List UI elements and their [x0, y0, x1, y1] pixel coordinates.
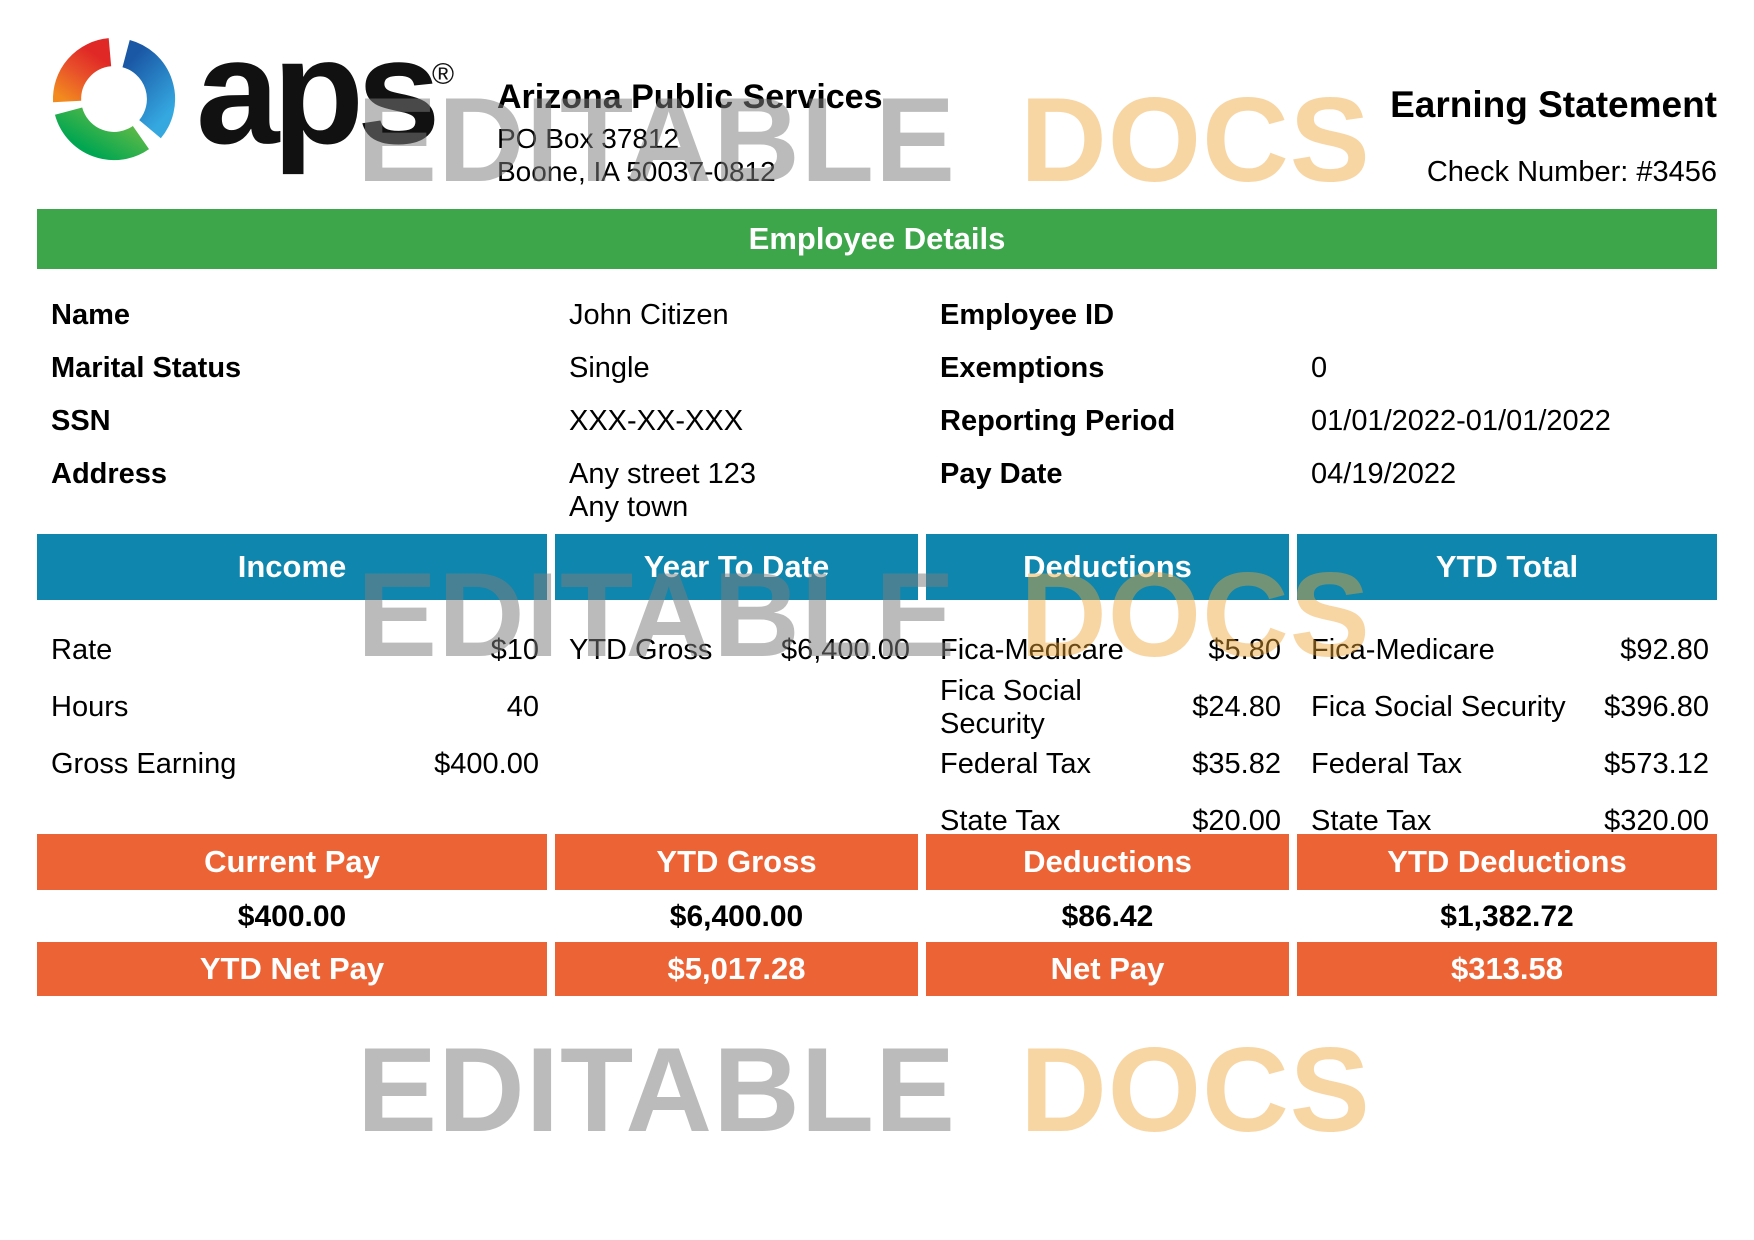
- table-row: State Tax $320.00: [1297, 793, 1717, 850]
- watermark-gray-text: EDITABLE: [357, 1023, 957, 1157]
- column-header-income: Income: [37, 534, 547, 600]
- company-name: Arizona Public Services: [497, 78, 883, 116]
- statement-block: Earning Statement Check Number: #3456: [1390, 84, 1717, 189]
- net-pay-value-ytd: $5,017.28: [555, 942, 918, 996]
- column-header-deductions: Deductions: [926, 534, 1289, 600]
- field-value-address: Any street 123 Any town: [555, 458, 918, 523]
- field-value-name: John Citizen: [569, 299, 729, 331]
- company-address-line2: Boone, IA 50037-0812: [497, 156, 776, 188]
- deductions-column: Fica-Medicare $5.80 Fica Social Security…: [926, 622, 1289, 850]
- summary-value-deductions: $86.42: [1061, 900, 1154, 933]
- table-row: Federal Tax $573.12: [1297, 736, 1717, 793]
- watermark-orange-text: DOCS: [1020, 1023, 1371, 1157]
- summary-value-ytd-gross: $6,400.00: [669, 900, 804, 933]
- earnings-data-grid: Rate $10 Hours 40 Gross Earning $400.00 …: [37, 622, 1717, 850]
- field-value-reporting-period: 01/01/2022-01/01/2022: [1311, 405, 1611, 437]
- row-label: Fica Social Security: [940, 674, 1082, 740]
- row-value: $400.00: [434, 748, 539, 780]
- row-value: $320.00: [1604, 805, 1709, 837]
- year-to-date-column: YTD Gross $6,400.00: [555, 622, 918, 850]
- field-label-marital-status: Marital Status: [51, 352, 242, 384]
- net-pay-value: $313.58: [1297, 942, 1717, 996]
- employee-details-section-bar: Employee Details: [37, 209, 1717, 269]
- net-pay-label-ytd-net-pay: YTD Net Pay: [37, 942, 547, 996]
- summary-header-deductions: Deductions: [926, 834, 1289, 890]
- row-label: Fica-Medicare: [1311, 634, 1495, 666]
- row-label: Hours: [51, 691, 129, 723]
- table-row: Gross Earning $400.00: [37, 736, 547, 793]
- ytd-total-column: Fica-Medicare $92.80 Fica Social Securit…: [1297, 622, 1717, 850]
- table-row: Fica Social Security $396.80: [1297, 679, 1717, 736]
- field-value-exemptions: 0: [1311, 352, 1328, 384]
- table-row: Fica-Medicare $92.80: [1297, 622, 1717, 679]
- field-value-ssn: XXX-XX-XXX: [569, 405, 744, 437]
- company-address-line1: PO Box 37812: [497, 123, 680, 154]
- address-line1: Any street 123: [569, 458, 756, 490]
- summary-values-row: $400.00 $6,400.00 $86.42 $1,382.72: [37, 896, 1717, 938]
- net-pay-label-net-pay: Net Pay: [926, 942, 1289, 996]
- net-pay-row: YTD Net Pay $5,017.28 Net Pay $313.58: [37, 942, 1717, 996]
- address-line2: Any town: [569, 491, 689, 523]
- table-row: Rate $10: [37, 622, 547, 679]
- field-value-marital-status: Single: [569, 352, 650, 384]
- field-value-pay-date: 04/19/2022: [1311, 458, 1457, 490]
- check-number: Check Number: #3456: [1426, 156, 1717, 188]
- row-label: Rate: [51, 634, 113, 666]
- table-row: YTD Gross $6,400.00: [555, 622, 918, 679]
- row-value: 40: [506, 691, 539, 723]
- field-label-name: Name: [51, 299, 130, 331]
- table-row: Hours 40: [37, 679, 547, 736]
- table-header-row: Income Year To Date Deductions YTD Total: [37, 534, 1717, 600]
- watermark-bottom: EDITABLE DOCS: [357, 1030, 1371, 1150]
- summary-header-ytd-deductions: YTD Deductions: [1297, 834, 1717, 890]
- field-label-address: Address: [51, 458, 168, 490]
- row-value: $573.12: [1604, 748, 1709, 780]
- field-label-ssn: SSN: [51, 405, 111, 437]
- company-block: Arizona Public Services PO Box 37812 Boo…: [497, 80, 883, 188]
- summary-header-current-pay: Current Pay: [37, 834, 547, 890]
- employee-details-title: Employee Details: [748, 221, 1006, 256]
- field-label-reporting-period: Reporting Period: [940, 405, 1176, 437]
- table-row: Fica Social Security $24.80: [926, 675, 1289, 740]
- row-value: $35.82: [1192, 748, 1281, 780]
- row-label: State Tax: [940, 805, 1061, 837]
- row-label: Fica-Medicare: [940, 634, 1124, 666]
- field-value-employee-id: [1297, 300, 1717, 353]
- employee-details-grid: Name John Citizen Employee ID Marital St…: [37, 299, 1717, 523]
- row-label: State Tax: [1311, 805, 1432, 837]
- statement-title: Earning Statement: [1390, 84, 1717, 125]
- summary-header-row: Current Pay YTD Gross Deductions YTD Ded…: [37, 834, 1717, 890]
- row-value: $5.80: [1208, 634, 1281, 666]
- row-value: $24.80: [1192, 691, 1281, 723]
- table-row: State Tax $20.00: [926, 793, 1289, 850]
- row-label: Gross Earning: [51, 748, 237, 780]
- field-label-pay-date: Pay Date: [940, 458, 1063, 490]
- aps-logo-icon: [53, 38, 176, 161]
- row-label: Fica Social Security: [1311, 691, 1566, 723]
- field-label-exemptions: Exemptions: [940, 352, 1105, 384]
- income-column: Rate $10 Hours 40 Gross Earning $400.00: [37, 622, 547, 850]
- column-header-year-to-date: Year To Date: [555, 534, 918, 600]
- aps-wordmark: aps: [196, 7, 440, 175]
- column-header-ytd-total: YTD Total: [1297, 534, 1717, 600]
- row-value: $92.80: [1620, 634, 1709, 666]
- table-row: Federal Tax $35.82: [926, 736, 1289, 793]
- summary-header-ytd-gross: YTD Gross: [555, 834, 918, 890]
- row-label: YTD Gross: [569, 634, 713, 666]
- summary-value-ytd-deductions: $1,382.72: [1440, 900, 1574, 933]
- registered-trademark-symbol: ®: [432, 58, 455, 91]
- field-label-employee-id: Employee ID: [940, 299, 1115, 331]
- summary-value-current-pay: $400.00: [237, 900, 347, 933]
- row-value: $10: [490, 634, 539, 666]
- row-value: $20.00: [1192, 805, 1281, 837]
- row-value: $396.80: [1604, 691, 1709, 723]
- row-label: Federal Tax: [940, 748, 1091, 780]
- watermark-orange-text: DOCS: [1020, 73, 1371, 207]
- table-row: Fica-Medicare $5.80: [926, 622, 1289, 679]
- row-value: $6,400.00: [780, 634, 910, 666]
- row-label: Federal Tax: [1311, 748, 1462, 780]
